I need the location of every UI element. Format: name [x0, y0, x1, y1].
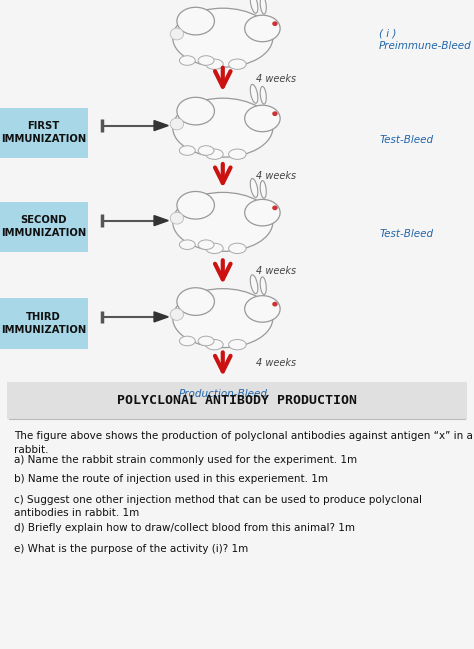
Ellipse shape — [198, 146, 214, 155]
Ellipse shape — [177, 97, 214, 125]
Ellipse shape — [173, 98, 273, 157]
Text: 4 weeks: 4 weeks — [256, 358, 296, 369]
Ellipse shape — [179, 336, 195, 346]
Text: Production-Bleed: Production-Bleed — [178, 389, 267, 399]
Text: Test-Bleed: Test-Bleed — [379, 229, 433, 239]
Polygon shape — [154, 215, 168, 226]
Ellipse shape — [177, 7, 214, 35]
Ellipse shape — [245, 105, 280, 132]
Ellipse shape — [250, 84, 258, 103]
Ellipse shape — [177, 288, 214, 315]
Circle shape — [272, 111, 278, 116]
Ellipse shape — [250, 275, 258, 294]
Ellipse shape — [173, 8, 273, 67]
Ellipse shape — [179, 240, 195, 249]
Text: b) Name the route of injection used in this experiement. 1m: b) Name the route of injection used in t… — [14, 474, 328, 484]
FancyBboxPatch shape — [7, 382, 467, 419]
Ellipse shape — [206, 59, 223, 69]
Ellipse shape — [173, 289, 273, 348]
Ellipse shape — [228, 339, 246, 350]
Text: 4 weeks: 4 weeks — [256, 74, 296, 84]
Text: POLYCLONAL ANTIBODY PRODUCTION: POLYCLONAL ANTIBODY PRODUCTION — [117, 394, 357, 407]
Ellipse shape — [260, 86, 266, 104]
FancyBboxPatch shape — [0, 108, 88, 158]
Ellipse shape — [245, 199, 280, 226]
Text: FIRST
IMMUNIZATION: FIRST IMMUNIZATION — [1, 121, 86, 144]
Ellipse shape — [179, 56, 195, 66]
Ellipse shape — [260, 277, 266, 295]
Text: a) Name the rabbit strain commonly used for the experiment. 1m: a) Name the rabbit strain commonly used … — [14, 456, 357, 465]
Text: THIRD
IMMUNIZATION: THIRD IMMUNIZATION — [1, 312, 86, 335]
Circle shape — [170, 308, 183, 321]
Text: 4 weeks: 4 weeks — [256, 171, 296, 181]
Circle shape — [170, 118, 183, 130]
Ellipse shape — [250, 0, 258, 13]
Ellipse shape — [250, 178, 258, 197]
Text: c) Suggest one other injection method that can be used to produce polyclonal ant: c) Suggest one other injection method th… — [14, 495, 422, 519]
Ellipse shape — [177, 191, 214, 219]
Ellipse shape — [206, 149, 223, 160]
Text: The figure above shows the production of polyclonal antibodies against antigen “: The figure above shows the production of… — [14, 432, 473, 455]
FancyBboxPatch shape — [0, 202, 88, 252]
Text: e) What is the purpose of the activity (i)? 1m: e) What is the purpose of the activity (… — [14, 544, 248, 554]
Circle shape — [272, 302, 278, 306]
Circle shape — [272, 206, 278, 210]
Ellipse shape — [179, 146, 195, 155]
Ellipse shape — [245, 15, 280, 42]
Ellipse shape — [228, 59, 246, 69]
FancyBboxPatch shape — [0, 299, 88, 349]
Ellipse shape — [245, 296, 280, 322]
Circle shape — [170, 28, 183, 40]
Ellipse shape — [228, 149, 246, 160]
Ellipse shape — [260, 180, 266, 198]
Ellipse shape — [198, 336, 214, 346]
Ellipse shape — [173, 192, 273, 251]
Ellipse shape — [206, 339, 223, 350]
Text: 4 weeks: 4 weeks — [256, 266, 296, 276]
Ellipse shape — [228, 243, 246, 254]
Text: ( i )
Preimmune-Bleed: ( i ) Preimmune-Bleed — [379, 28, 472, 51]
Ellipse shape — [198, 240, 214, 249]
Circle shape — [170, 212, 183, 224]
Ellipse shape — [260, 0, 266, 14]
Polygon shape — [154, 312, 168, 322]
Ellipse shape — [206, 243, 223, 254]
Polygon shape — [154, 121, 168, 130]
Text: Test-Bleed: Test-Bleed — [379, 135, 433, 145]
Circle shape — [272, 21, 278, 26]
Ellipse shape — [198, 56, 214, 66]
Text: d) Briefly explain how to draw/collect blood from this animal? 1m: d) Briefly explain how to draw/collect b… — [14, 524, 355, 533]
Text: SECOND
IMMUNIZATION: SECOND IMMUNIZATION — [1, 215, 86, 238]
